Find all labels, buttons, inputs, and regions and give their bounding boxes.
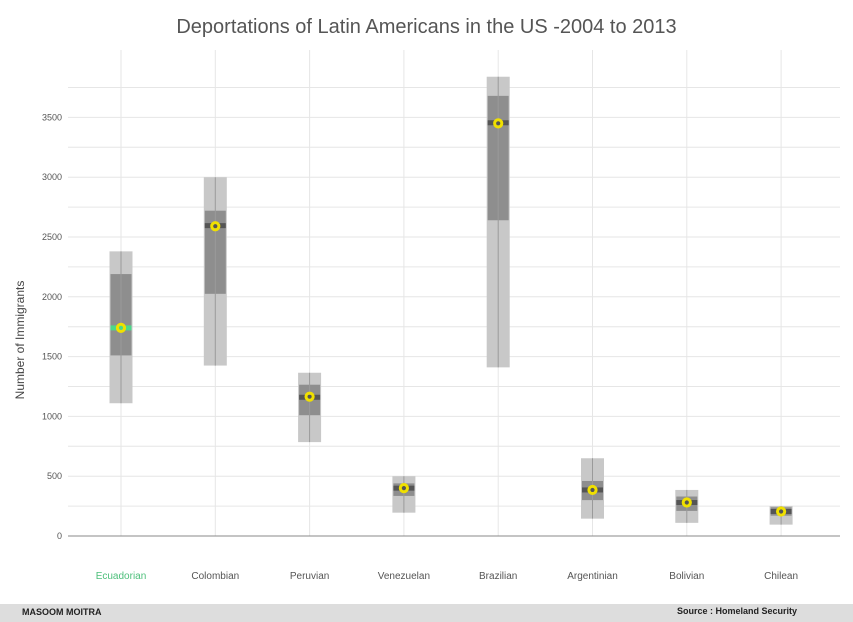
mean-marker: [304, 391, 315, 402]
mean-marker: [493, 118, 504, 129]
y-tick-label: 0: [57, 531, 62, 541]
box-bolivian: [675, 489, 699, 523]
x-category-label: Peruvian: [290, 571, 329, 582]
x-category-labels: Ecuadorian Colombian Peruvian Venezuelan Bra…: [96, 571, 798, 582]
median-bar: [770, 508, 792, 514]
y-tick-label: 3500: [42, 112, 62, 122]
box-brazilian: [486, 76, 510, 368]
y-tick-label: 2000: [42, 292, 62, 302]
box-ecuadorian: [109, 251, 133, 404]
x-category-label: Colombian: [191, 571, 239, 582]
mean-marker: [210, 221, 221, 232]
median-bar: [676, 500, 698, 506]
median-bar: [582, 487, 603, 493]
footer-bar: MASOOM MOITRA Source : Homeland Security: [0, 604, 853, 622]
boxes: [109, 76, 793, 525]
source-credit: Source : Homeland Security: [677, 606, 798, 616]
box-peruvian: [298, 372, 322, 443]
y-tick-labels: 0 500 1000 1500 2000 2500 3000 3500: [42, 112, 62, 541]
x-category-label: Bolivian: [669, 571, 704, 582]
median-bar: [393, 485, 415, 491]
mean-marker: [115, 322, 127, 333]
box-venezuelan: [392, 476, 416, 513]
x-category-label: Ecuadorian: [96, 571, 147, 582]
chart-title: Deportations of Latin Americans in the U…: [176, 16, 677, 38]
y-tick-label: 3000: [42, 172, 62, 182]
box-chilean: [769, 506, 793, 525]
mean-marker: [398, 483, 409, 494]
x-category-label: Chilean: [764, 571, 798, 582]
box-plot-chart: 0 500 1000 1500 2000 2500 3000 3500 Ecuadorian C…: [42, 50, 840, 582]
box-argentinian: [581, 458, 604, 519]
x-category-label: Argentinian: [567, 571, 618, 582]
median-bar: [110, 325, 132, 331]
y-tick-label: 1500: [42, 352, 62, 362]
author-credit: MASOOM MOITRA: [22, 607, 102, 617]
median-bar: [299, 394, 321, 400]
y-tick-label: 2500: [42, 232, 62, 242]
median-bar: [487, 120, 509, 126]
x-category-label: Venezuelan: [378, 571, 430, 582]
mean-marker: [681, 497, 692, 508]
mean-marker: [587, 484, 598, 496]
median-bar: [204, 223, 226, 229]
y-axis-label: Number of Immigrants: [13, 280, 27, 400]
box-colombian: [203, 177, 227, 366]
x-category-label: Brazilian: [479, 571, 517, 582]
grid-lines: [68, 50, 840, 537]
mean-marker: [776, 506, 787, 517]
y-tick-label: 1000: [42, 411, 62, 421]
y-tick-label: 500: [47, 471, 62, 481]
